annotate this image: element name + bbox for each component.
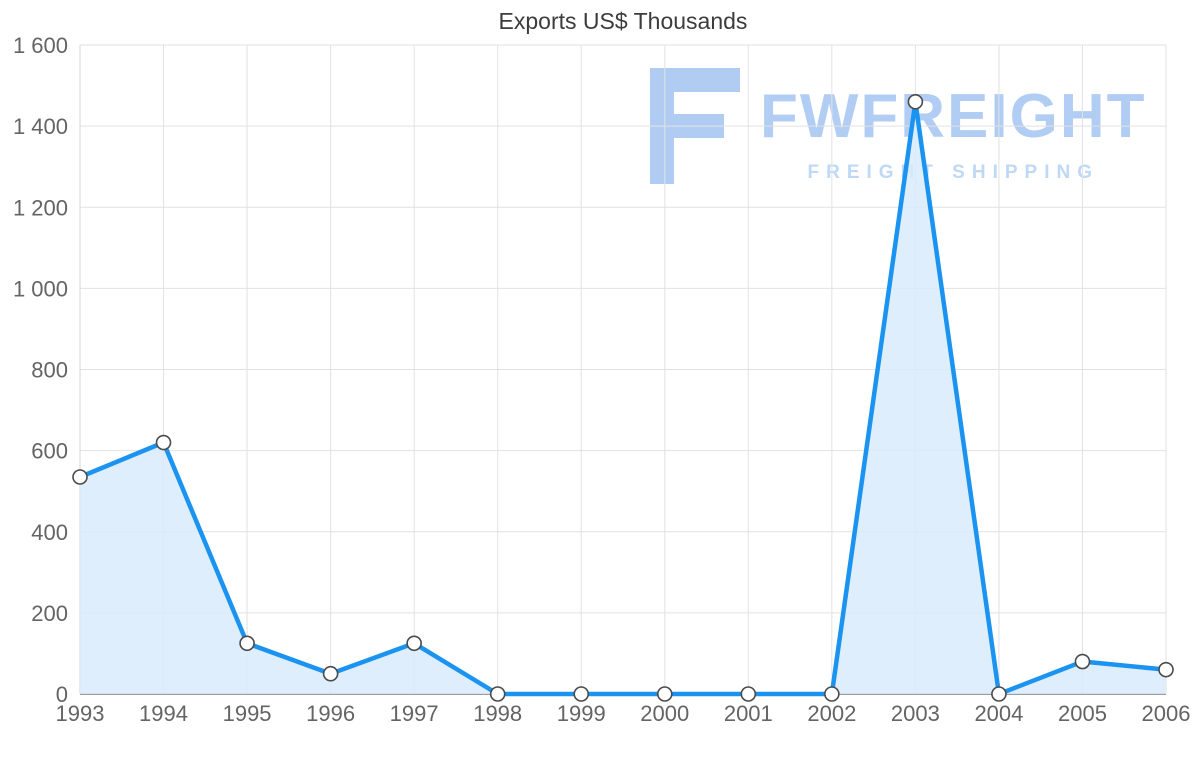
x-axis-tick-label: 2000 bbox=[640, 701, 689, 726]
x-axis-tick-label: 1994 bbox=[139, 701, 188, 726]
y-axis-tick-label: 400 bbox=[31, 520, 68, 545]
y-axis-tick-label: 600 bbox=[31, 439, 68, 464]
watermark-text-block: FWFREIGHT FREIGHT SHIPPING bbox=[760, 68, 1147, 184]
x-axis-tick-label: 2003 bbox=[891, 701, 940, 726]
y-axis-tick-label: 1 200 bbox=[13, 195, 68, 220]
data-point-2003[interactable] bbox=[907, 93, 924, 110]
data-point-2004[interactable] bbox=[991, 686, 1007, 702]
x-axis-tick-label: 1995 bbox=[223, 701, 272, 726]
data-point-2001[interactable] bbox=[740, 686, 757, 702]
series-line bbox=[77, 99, 1169, 697]
data-point-1997[interactable] bbox=[406, 635, 422, 652]
data-point-2002[interactable] bbox=[824, 686, 840, 702]
y-axis-tick-label: 800 bbox=[31, 358, 68, 383]
x-axis-tick-label: 2001 bbox=[724, 701, 773, 726]
watermark: FWFREIGHT FREIGHT SHIPPING bbox=[650, 68, 1147, 184]
x-axis-tick-label: 2006 bbox=[1142, 701, 1191, 726]
x-axis-tick-label: 2002 bbox=[807, 701, 856, 726]
watermark-brand: FWFREIGHT bbox=[760, 82, 1147, 151]
data-point-1994[interactable] bbox=[155, 434, 172, 451]
data-point-1998[interactable] bbox=[489, 686, 506, 702]
x-axis-tick-label: 1998 bbox=[473, 701, 522, 726]
y-axis-tick-label: 1 600 bbox=[13, 33, 68, 58]
y-axis-tick-label: 0 bbox=[56, 682, 68, 707]
data-point-1993[interactable] bbox=[72, 469, 88, 485]
y-axis-tick-label: 1 400 bbox=[13, 114, 68, 139]
y-axis-tick-label: 1 000 bbox=[13, 276, 68, 301]
series-area-fill bbox=[80, 101, 1166, 695]
logo-bar bbox=[674, 68, 740, 92]
data-point-1995[interactable] bbox=[239, 635, 255, 652]
chart-title: Exports US$ Thousands bbox=[498, 8, 748, 34]
y-axis-tick-label: 200 bbox=[31, 601, 68, 626]
x-axis-tick-label: 1999 bbox=[557, 701, 606, 726]
x-axis-tick-label: 2004 bbox=[974, 701, 1023, 726]
data-point-2006[interactable] bbox=[1158, 661, 1174, 678]
data-point-2005[interactable] bbox=[1074, 653, 1091, 670]
x-axis-tick-label: 1993 bbox=[56, 701, 105, 726]
x-axis-tick-label: 1997 bbox=[390, 701, 439, 726]
data-point-1996[interactable] bbox=[322, 665, 339, 682]
data-point-1999[interactable] bbox=[573, 686, 590, 702]
data-point-2000[interactable] bbox=[656, 686, 673, 702]
x-axis-tick-label: 1996 bbox=[306, 701, 355, 726]
x-axis-tick-label: 2005 bbox=[1058, 701, 1107, 726]
watermark-tagline: FREIGHT SHIPPING bbox=[807, 162, 1099, 183]
